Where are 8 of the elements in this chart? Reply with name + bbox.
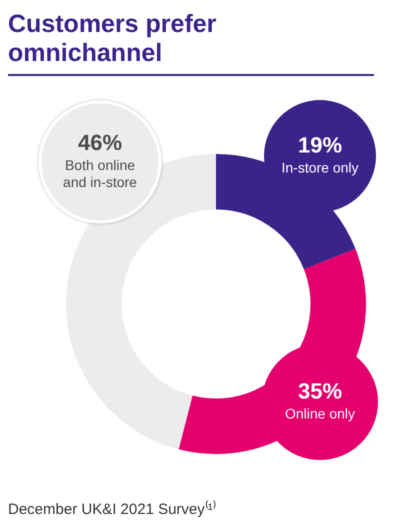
slice-label: Both online and in-store xyxy=(63,156,138,190)
chart-title: Customers prefer omnichannel xyxy=(8,10,216,67)
slice-label: Online only xyxy=(284,405,356,422)
data-label: 19% xyxy=(298,132,342,158)
data-label: 46% xyxy=(78,130,122,156)
slice-label: In-store only xyxy=(281,159,359,176)
data-label: 35% xyxy=(298,378,342,404)
text: December UK&I 2021 Survey⁽¹⁾ xyxy=(8,499,217,518)
